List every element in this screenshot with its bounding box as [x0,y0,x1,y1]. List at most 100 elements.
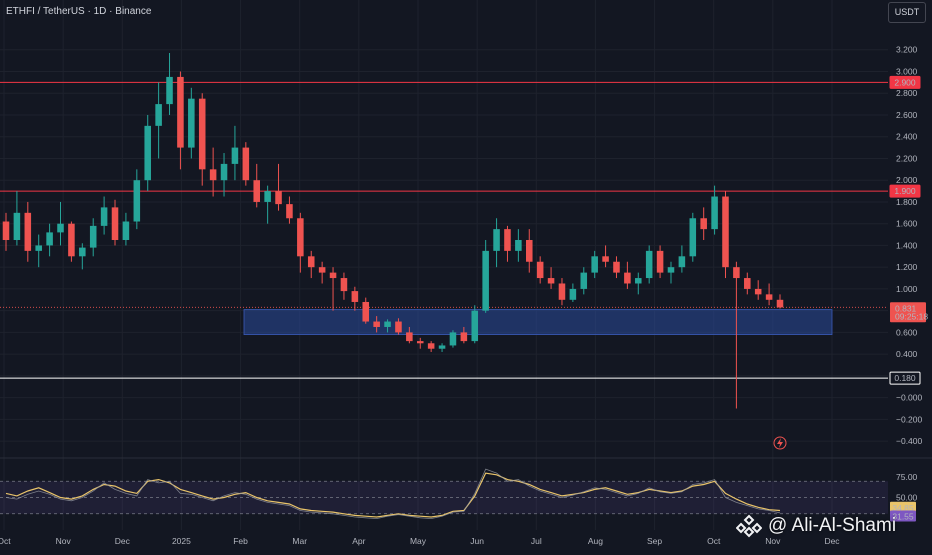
level-price-tag [889,184,921,198]
candle-body [624,272,631,284]
candle-body [656,250,664,273]
binance-logo-icon [736,514,762,538]
candle-body [111,207,119,240]
candle-body [493,229,500,251]
time-axis[interactable]: Oct Nov Dec 2025 Feb Mar Apr May Jun Jul Aug Sep Oct… [0,536,840,546]
candle-body [133,180,141,222]
level-price-label: 2.900 [894,77,916,87]
level-price-tag [889,371,921,385]
candle-body [635,278,642,284]
watermark-text: @ Ali-Al-Shami [768,515,897,536]
candle-body [177,76,184,148]
candle-body [231,147,239,164]
candle-body [482,250,489,311]
candle-body [471,310,479,342]
rsi-tick-label: 75.00 [896,472,918,482]
price-tick-label: 2.400 [896,132,918,142]
candle-body [166,76,173,105]
candle-body [297,218,304,257]
flash-icon[interactable] [773,436,787,450]
price-axis[interactable]: 3.200 3.000 2.800 2.600 2.400 2.200 2.000 1.800… [889,45,928,522]
grid [0,0,888,530]
price-tick-label: 2.000 [896,175,918,185]
candle-body [13,212,21,240]
candle-body [329,272,337,279]
candle-body [613,261,620,273]
candle-body [318,267,326,273]
time-tick-label: Aug [588,536,603,546]
candle-body [700,218,707,230]
time-tick-label: Feb [233,536,248,546]
price-tick-label: 2.600 [896,110,918,120]
rsi-value-tag [890,501,916,513]
price-tick-label: 3.000 [896,66,918,76]
candle-body [340,278,348,292]
time-tick-label: Oct [707,536,721,546]
time-tick-label: Jul [531,536,542,546]
time-tick-label: Dec [824,536,840,546]
price-tick-label: 3.200 [896,45,918,55]
candle-body [733,267,740,279]
price-tick-label: −0.200 [896,414,923,424]
time-tick-label: Mar [292,536,307,546]
currency-button[interactable]: USDT [888,2,926,23]
candle-body [602,256,609,262]
level-price-tag [889,75,921,89]
candle-body [24,212,32,251]
rsi-ma-line [5,472,781,518]
candle-body [591,256,598,273]
candle-body [504,229,511,251]
rsi-value-label: 34.85 [892,503,914,513]
candle-body [689,218,697,257]
candle-body [744,278,751,289]
candle-body [46,232,53,246]
candle-body [209,169,217,181]
candle-body [449,332,457,346]
rsi-line [5,468,781,520]
candle-body [242,147,250,181]
candle-body [264,191,271,202]
candle-body [416,341,424,344]
candle-body [198,98,206,170]
rsi-value-tag [890,510,916,522]
candle-body [722,196,729,268]
candle-body [253,180,261,202]
last-price-tag [890,302,926,323]
candles [2,53,784,409]
demand-zone [243,309,833,335]
candle-body [35,245,42,251]
candle-body [438,345,446,349]
flash-circle [773,436,787,450]
candle-body [351,291,359,302]
candle-body [155,104,162,126]
time-tick-label: 2025 [172,536,191,546]
candle-body [2,221,10,240]
time-tick-label: Apr [352,536,365,546]
candle-body [460,332,468,342]
candle-body [776,299,784,308]
candle-body [754,288,762,295]
rsi-pane [0,457,932,520]
candle-body [68,223,75,257]
candle-body [89,225,97,248]
time-tick-label: Nov [56,536,72,546]
watermark: @ Ali-Al-Shami [736,510,896,542]
candle-body [144,125,151,181]
candle-body [515,240,522,251]
last-price-label: 0.831 [895,303,917,313]
time-tick-label: May [410,536,427,546]
time-tick-label: Dec [115,536,131,546]
candle-body [525,240,533,262]
price-tick-label: −0.000 [896,393,923,403]
time-tick-label: Jun [470,536,484,546]
candle-body [678,256,686,268]
countdown-label: 09:25:18 [895,311,928,321]
candle-body [645,250,653,279]
candle-body [569,288,577,300]
price-levels [0,81,888,379]
candle-body [373,321,380,327]
price-tick-label: 1.200 [896,262,918,272]
price-tick-label: 1.400 [896,240,918,250]
price-tick-label: −0.400 [896,436,923,446]
